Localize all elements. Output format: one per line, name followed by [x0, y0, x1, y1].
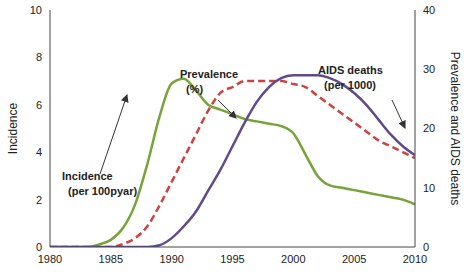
svg-text:1985: 1985	[99, 253, 123, 265]
svg-text:1980: 1980	[38, 253, 62, 265]
svg-text:Prevalence and AIDS deaths: Prevalence and AIDS deaths	[448, 52, 462, 205]
svg-text:Incidence: Incidence	[8, 102, 20, 154]
svg-text:4: 4	[36, 146, 42, 158]
svg-text:0: 0	[36, 241, 42, 253]
svg-text:6: 6	[36, 99, 42, 111]
svg-text:20: 20	[423, 122, 435, 134]
svg-text:2005: 2005	[342, 253, 366, 265]
svg-text:2000: 2000	[281, 253, 305, 265]
svg-text:(%): (%)	[186, 83, 203, 95]
svg-text:(per 100pyar): (per 100pyar)	[68, 185, 137, 197]
svg-text:2010: 2010	[403, 253, 427, 265]
svg-text:8: 8	[36, 51, 42, 63]
svg-text:(per 1000): (per 1000)	[324, 79, 376, 91]
svg-text:2: 2	[36, 194, 42, 206]
svg-text:AIDS deaths: AIDS deaths	[318, 64, 383, 76]
svg-text:40: 40	[423, 4, 435, 16]
svg-text:10: 10	[30, 4, 42, 16]
svg-text:1995: 1995	[220, 253, 244, 265]
svg-text:Prevalence: Prevalence	[180, 68, 238, 80]
svg-text:Incidence: Incidence	[62, 170, 113, 182]
svg-text:0: 0	[423, 241, 429, 253]
svg-text:1990: 1990	[159, 253, 183, 265]
svg-text:10: 10	[423, 182, 435, 194]
svg-text:30: 30	[423, 63, 435, 75]
